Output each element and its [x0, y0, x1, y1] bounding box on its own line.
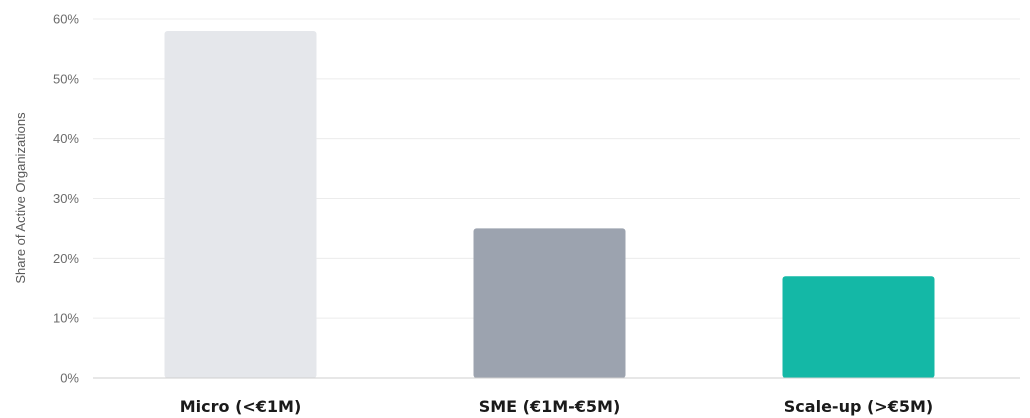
- y-tick-label: 10%: [53, 311, 79, 326]
- x-category-label: Scale-up (>€5M): [784, 397, 933, 416]
- bar-0: [164, 30, 317, 378]
- y-tick-label: 50%: [53, 71, 79, 86]
- y-tick-label: 30%: [53, 191, 79, 206]
- y-tick-label: 20%: [53, 251, 79, 266]
- bar-layer: [164, 30, 935, 378]
- y-tick-label: 40%: [53, 131, 79, 146]
- x-category-label: SME (€1M-€5M): [479, 397, 621, 416]
- y-tick-label: 0%: [60, 371, 79, 386]
- bar-1: [473, 228, 626, 378]
- x-axis-category-labels: Micro (<€1M) SME (€1M-€5M) Scale-up (>€5M): [180, 397, 933, 416]
- y-axis-ticks: 0% 10% 20% 30% 40% 50% 60%: [53, 12, 79, 386]
- x-category-label: Micro (<€1M): [180, 397, 302, 416]
- y-axis-title: Share of Active Organizations: [13, 112, 28, 284]
- bar-2: [782, 276, 935, 378]
- y-tick-label: 60%: [53, 12, 79, 27]
